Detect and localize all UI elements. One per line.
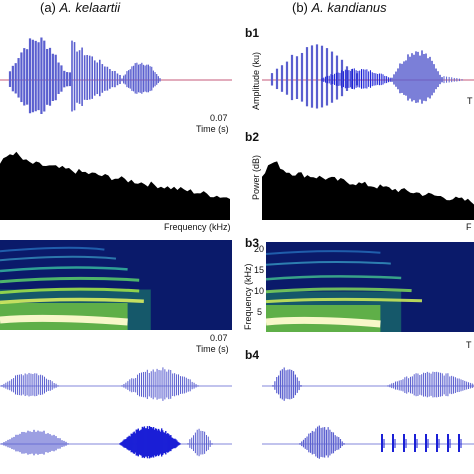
wave-b-pulses-2	[321, 68, 393, 90]
spec-b-ylabel: Frequency (kHz)	[243, 263, 253, 330]
call-sequence-a-bottom	[0, 425, 232, 459]
call-sequence-a-top	[0, 367, 232, 401]
column-header-a: (a) A. kelaartii	[40, 0, 120, 15]
wave-b-ylabel: Amplitude (ku)	[251, 51, 261, 110]
power-b-xlabel: F	[466, 222, 472, 232]
power-a-xlabel: Frequency (kHz)	[164, 222, 231, 232]
spec-b-tick-5: 5	[257, 307, 263, 317]
seq-a2-call-1	[1, 429, 69, 456]
wave-b-xlabel: T	[467, 96, 473, 106]
spectrogram-b-image	[266, 242, 474, 332]
wave-b-pulses-3	[391, 50, 443, 104]
power-spectrum-b	[262, 161, 474, 220]
seq-b1-call-2	[387, 371, 474, 398]
power-spectrum-a	[0, 151, 230, 220]
seq-a2-call-2	[119, 425, 181, 459]
column-header-b: (b) A. kandianus	[292, 0, 387, 15]
seq-b1-call-1	[272, 367, 302, 401]
column-header-a-prefix: (a)	[40, 0, 60, 15]
seq-b2-call-1	[299, 425, 345, 459]
spectrogram-a-image	[0, 240, 232, 330]
panel-label-b3: b3	[245, 236, 260, 250]
wave-b-pulses-4	[443, 76, 463, 84]
call-sequence-b-top	[262, 367, 474, 401]
power-b-ylabel: Power (dB)	[251, 154, 261, 200]
seq-b2-call-2	[381, 434, 462, 452]
seq-a1-call-1	[1, 372, 59, 397]
power-a-area	[0, 151, 230, 220]
spectrogram-b	[266, 242, 474, 332]
seq-a1-call-2	[121, 367, 199, 401]
column-header-a-species: A. kelaartii	[59, 0, 121, 15]
waveform-a	[0, 37, 232, 115]
spec-b-tick-10: 10	[254, 286, 265, 296]
wave-a-pulses-3	[121, 62, 161, 94]
wave-a-pulses-1	[8, 37, 72, 115]
wave-b-pulses-1	[270, 44, 359, 109]
wave-a-xlabel: Time (s)	[196, 124, 229, 134]
waveform-b	[262, 44, 474, 109]
spec-a-xlabel: Time (s)	[196, 344, 229, 354]
spec-a-tick: 0.07	[210, 333, 228, 343]
panel-label-b4: b4	[245, 348, 260, 362]
call-sequence-b-bottom	[262, 425, 474, 459]
column-header-b-prefix: (b)	[292, 0, 312, 15]
spectrogram-a	[0, 240, 232, 330]
power-b-area	[262, 161, 474, 220]
spec-b-tick-15: 15	[254, 265, 265, 275]
seq-a2-call-3	[187, 428, 213, 457]
panel-label-b2: b2	[245, 130, 260, 144]
column-header-b-species: A. kandianus	[311, 0, 387, 15]
spec-b-tick-20: 20	[254, 244, 265, 254]
wave-a-pulses-2	[71, 40, 121, 112]
spec-b-xlabel: T	[466, 340, 472, 350]
wave-a-tick: 0.07	[210, 113, 228, 123]
panel-label-b1: b1	[245, 26, 260, 40]
